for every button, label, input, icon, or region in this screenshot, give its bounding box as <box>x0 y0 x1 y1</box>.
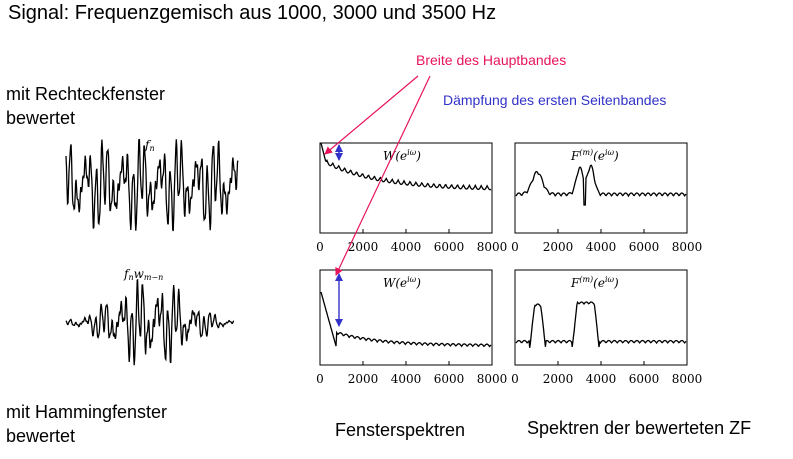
svg-text:W(eiω): W(eiω) <box>383 275 421 290</box>
tick-label: 6000 <box>434 372 465 386</box>
rect-window-label: mit Rechteckfenster bewertet <box>6 82 165 130</box>
plot-title-window-hamming: W(eiω) <box>383 275 421 290</box>
rect-window-label-line2: bewertet <box>6 108 76 128</box>
tick-label: 2000 <box>543 240 574 254</box>
slide-title: Signal: Frequenzgemisch aus 1000, 3000 u… <box>8 2 497 24</box>
signal-hamming-window <box>65 278 235 366</box>
hamming-window-label-line1: mit Hammingfenster <box>6 402 168 422</box>
plot-title-spectrum-rect: F(m)(eiω) <box>570 148 619 163</box>
tick-label: 4000 <box>586 240 617 254</box>
tick-label: 6000 <box>629 240 660 254</box>
plot-title-window-rect: W(eiω) <box>383 148 421 163</box>
window-spectrum-hamming-curve <box>320 291 492 348</box>
arrow-main-lobe-hamming <box>335 75 431 276</box>
arrow-main-lobe-rect <box>324 75 419 155</box>
plot-title-spectrum-hamming: F(m)(eiω) <box>570 275 619 290</box>
caption-window-spectra: Fensterspektren <box>335 420 466 440</box>
hamming-window-label-line2: bewertet <box>6 426 76 446</box>
tick-label: 6000 <box>434 240 465 254</box>
tick-label: 8000 <box>672 372 703 386</box>
tick-label: 0 <box>316 240 324 254</box>
signal-rectangular-window <box>65 138 239 232</box>
tick-label: 4000 <box>391 372 422 386</box>
tick-label: 4000 <box>391 240 422 254</box>
svg-text:F(m)(eiω): F(m)(eiω) <box>570 275 619 290</box>
tick-label: 8000 <box>477 372 508 386</box>
tick-label: 0 <box>511 372 519 386</box>
tick-label: 0 <box>316 372 324 386</box>
tick-label: 8000 <box>477 240 508 254</box>
weighted-spectrum-rect-curve <box>515 164 687 206</box>
annotation-sidelobe-damping: Dämpfung des ersten Seitenbandes <box>443 92 667 108</box>
tick-label: 2000 <box>543 372 574 386</box>
annotation-main-lobe-width: Breite des Hauptbandes <box>416 52 567 68</box>
signal-top-label: fn <box>144 138 155 153</box>
tick-label: 2000 <box>348 372 379 386</box>
tick-label: 2000 <box>348 240 379 254</box>
tick-label: 4000 <box>586 372 617 386</box>
svg-text:W(eiω): W(eiω) <box>383 148 421 163</box>
weighted-spectrum-hamming-curve <box>515 300 687 348</box>
window-spectrum-rect-curve <box>320 142 492 191</box>
svg-text:F(m)(eiω): F(m)(eiω) <box>570 148 619 163</box>
hamming-window-label: mit Hammingfenster bewertet <box>6 400 167 448</box>
tick-label: 6000 <box>629 372 660 386</box>
rect-window-label-line1: mit Rechteckfenster <box>6 84 166 104</box>
tick-label: 0 <box>511 240 519 254</box>
tick-marks <box>319 229 688 365</box>
tick-label: 8000 <box>672 240 703 254</box>
caption-weighted-spectra: Spektren der bewerteten ZF <box>527 418 752 438</box>
signal-bottom-label: fnwm−n <box>123 267 163 282</box>
